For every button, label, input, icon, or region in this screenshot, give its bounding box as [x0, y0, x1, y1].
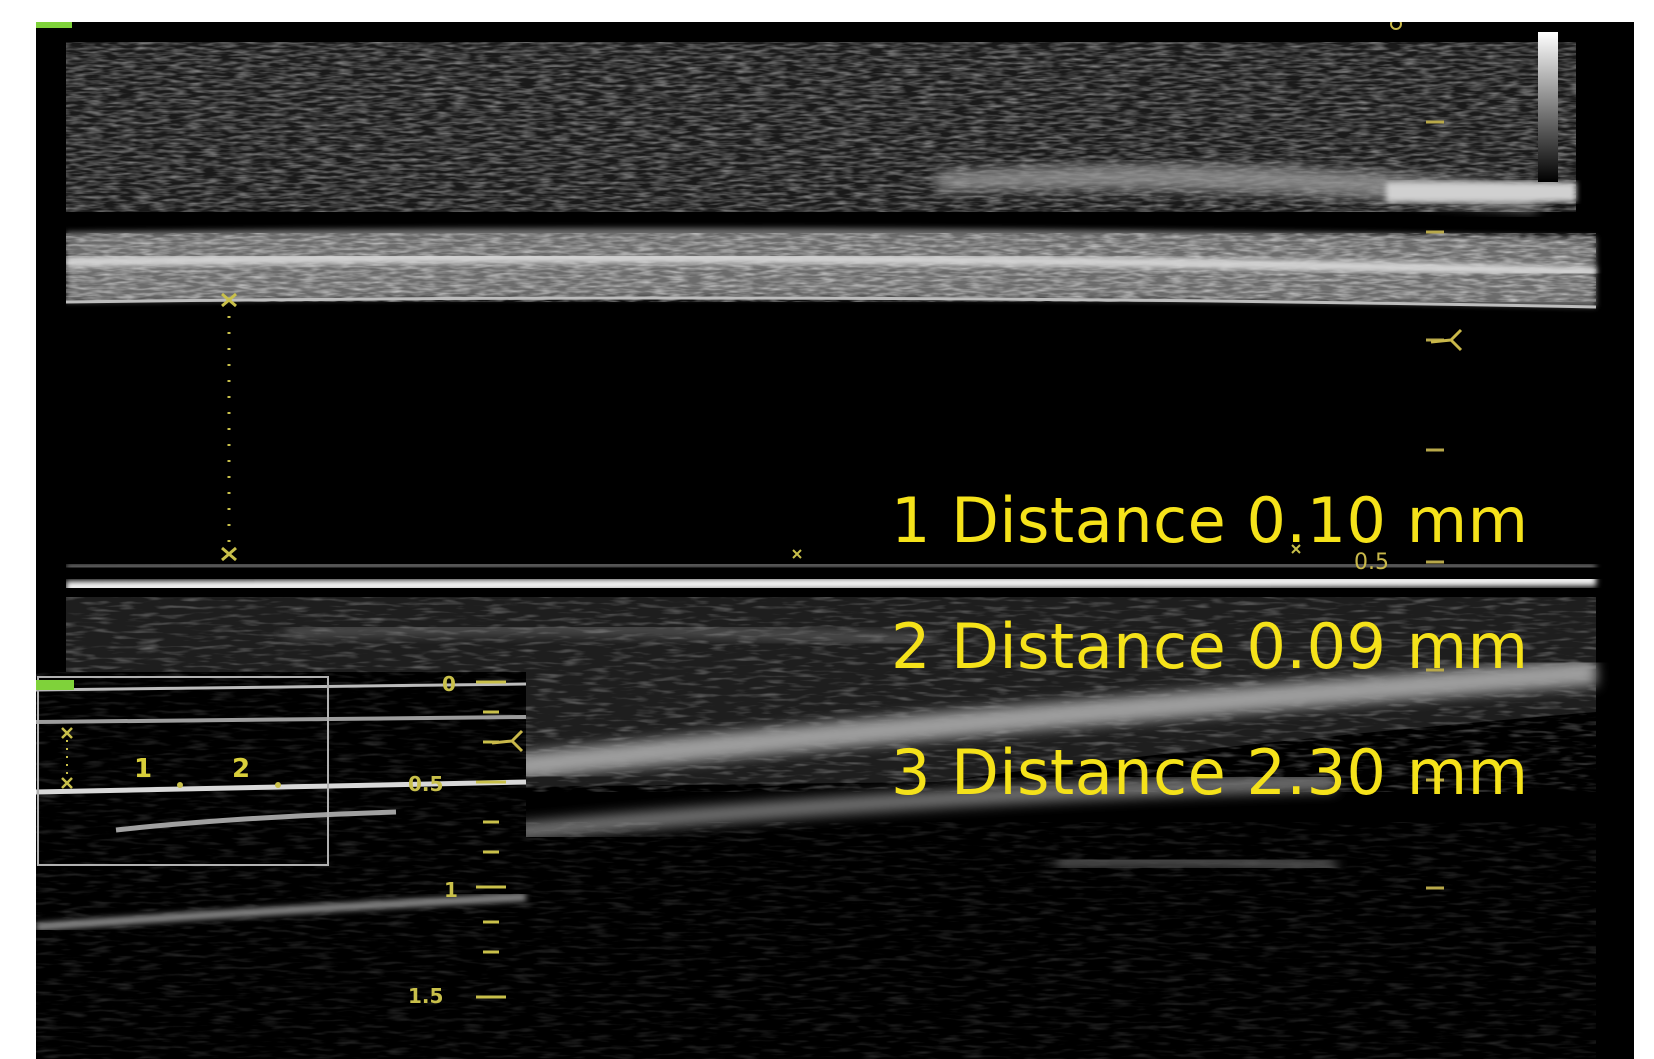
measurement-3: 3 Distance 2.30 mm — [891, 736, 1529, 809]
inset-marker-2: 2 — [232, 754, 251, 784]
measurement-1: 1 Distance 0.10 mm — [891, 484, 1529, 557]
grayscale-bar — [1538, 32, 1558, 182]
ultrasound-scan-view — [36, 22, 1597, 1059]
inset-depth-label-mid: 0.5 — [408, 772, 444, 796]
probe-indicator — [36, 22, 72, 28]
ultrasound-image: 1 Distance 0.10 mm 2 Distance 0.09 mm 3 … — [36, 22, 1634, 1059]
inset-depth-label-top: 0 — [442, 672, 456, 696]
inset-depth-label-bottom: 1 — [444, 878, 458, 902]
measurement-2: 2 Distance 0.09 mm — [891, 610, 1529, 683]
inset-panel — [36, 672, 527, 1059]
depth-label-main-mid: 0.5 — [1354, 550, 1389, 575]
inset-depth-label-lower: 1.5 — [408, 984, 444, 1008]
inset-marker-1: 1 — [134, 754, 153, 784]
